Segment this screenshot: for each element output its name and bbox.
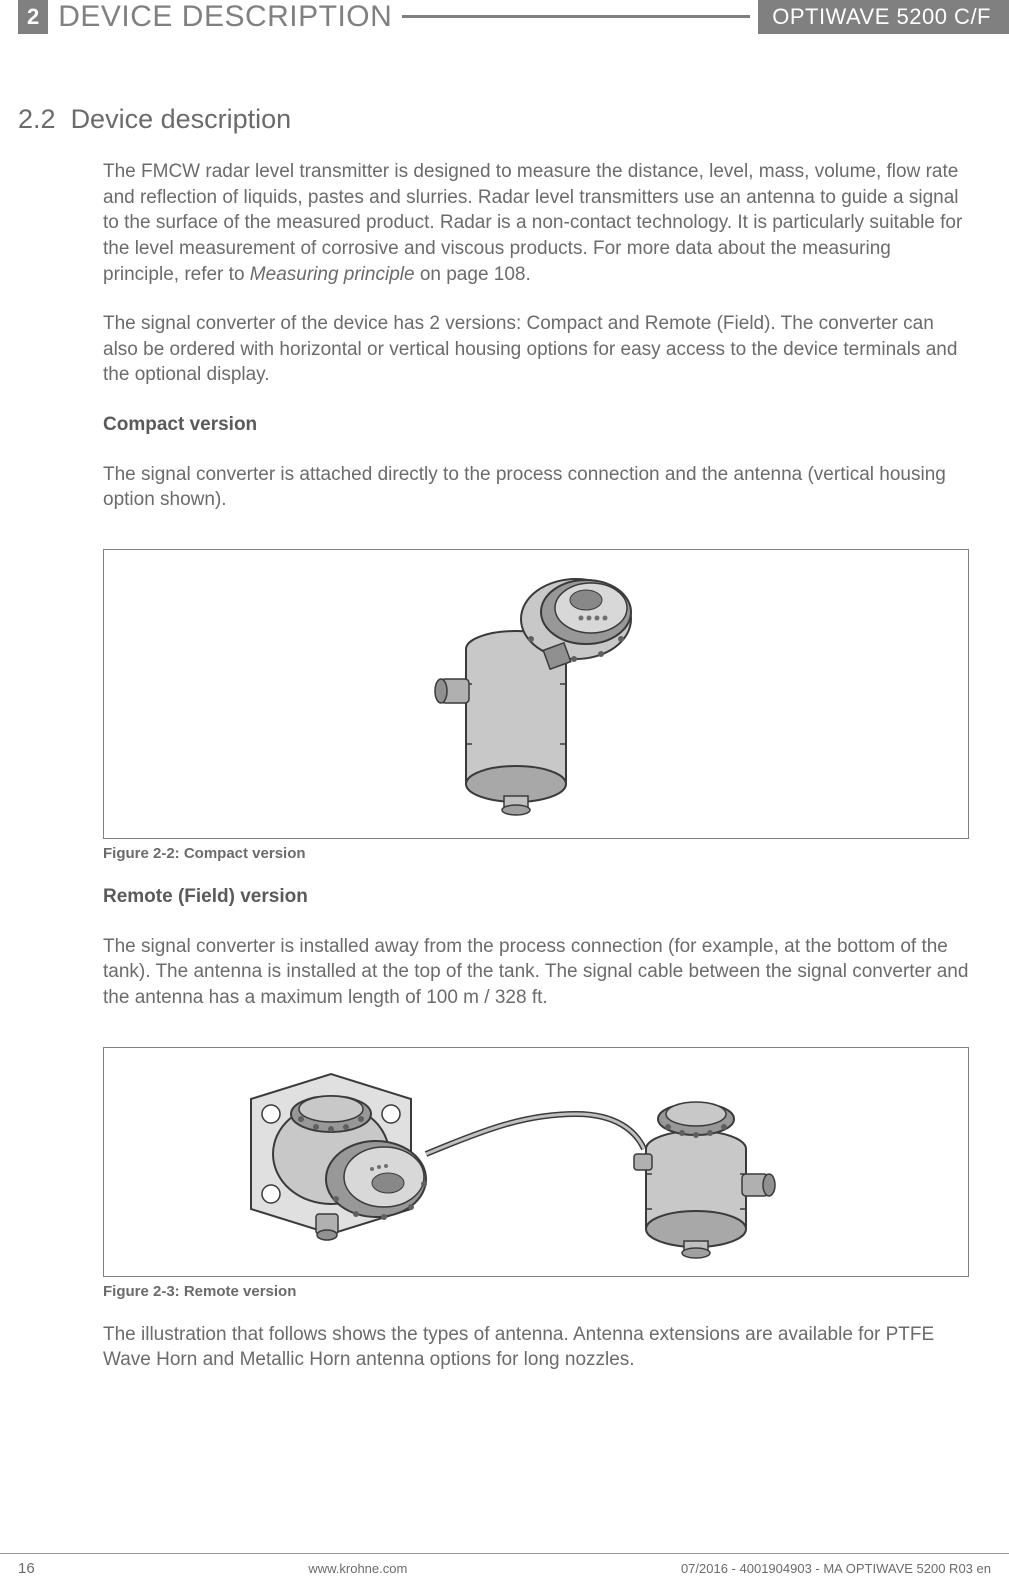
closing-text: The illustration that follows shows the … bbox=[103, 1322, 969, 1373]
intro1-b: on page 108. bbox=[415, 264, 531, 285]
remote-device-illustration bbox=[216, 1059, 856, 1264]
intro-paragraph-1: The FMCW radar level transmitter is desi… bbox=[103, 159, 969, 287]
figure-compact-caption: Figure 2-2: Compact version bbox=[103, 845, 969, 862]
remote-heading: Remote (Field) version bbox=[103, 884, 969, 910]
remote-text: The signal converter is installed away f… bbox=[103, 934, 969, 1011]
figure-compact bbox=[103, 549, 969, 839]
body-text-remote: Remote (Field) version The signal conver… bbox=[103, 884, 969, 1011]
header-rule bbox=[402, 15, 750, 34]
section-heading: 2.2 Device description bbox=[18, 104, 969, 135]
measuring-principle-ref: Measuring principle bbox=[250, 264, 415, 285]
intro-paragraph-2: The signal converter of the device has 2… bbox=[103, 311, 969, 388]
compact-heading: Compact version bbox=[103, 412, 969, 438]
section-number: 2.2 bbox=[18, 104, 56, 134]
page-number: 16 bbox=[18, 1560, 35, 1577]
body-text: The FMCW radar level transmitter is desi… bbox=[103, 159, 969, 513]
footer-url: www.krohne.com bbox=[308, 1561, 407, 1576]
product-label: OPTIWAVE 5200 C/F bbox=[758, 0, 1009, 34]
page-content: 2.2 Device description The FMCW radar le… bbox=[0, 34, 1009, 1373]
figure-remote-caption: Figure 2-3: Remote version bbox=[103, 1283, 969, 1300]
chapter-title: DEVICE DESCRIPTION bbox=[48, 0, 402, 34]
intro1-a: The FMCW radar level transmitter is desi… bbox=[103, 161, 962, 285]
page-footer: 16 www.krohne.com 07/2016 - 4001904903 -… bbox=[0, 1553, 1009, 1577]
section-title: Device description bbox=[71, 104, 292, 134]
page-header: 2 DEVICE DESCRIPTION OPTIWAVE 5200 C/F bbox=[0, 0, 1009, 34]
footer-docref: 07/2016 - 4001904903 - MA OPTIWAVE 5200 … bbox=[681, 1561, 991, 1576]
compact-device-illustration bbox=[386, 564, 686, 824]
compact-text: The signal converter is attached directl… bbox=[103, 462, 969, 513]
closing-paragraph: The illustration that follows shows the … bbox=[103, 1322, 969, 1373]
figure-remote bbox=[103, 1047, 969, 1277]
chapter-number-badge: 2 bbox=[18, 0, 48, 34]
